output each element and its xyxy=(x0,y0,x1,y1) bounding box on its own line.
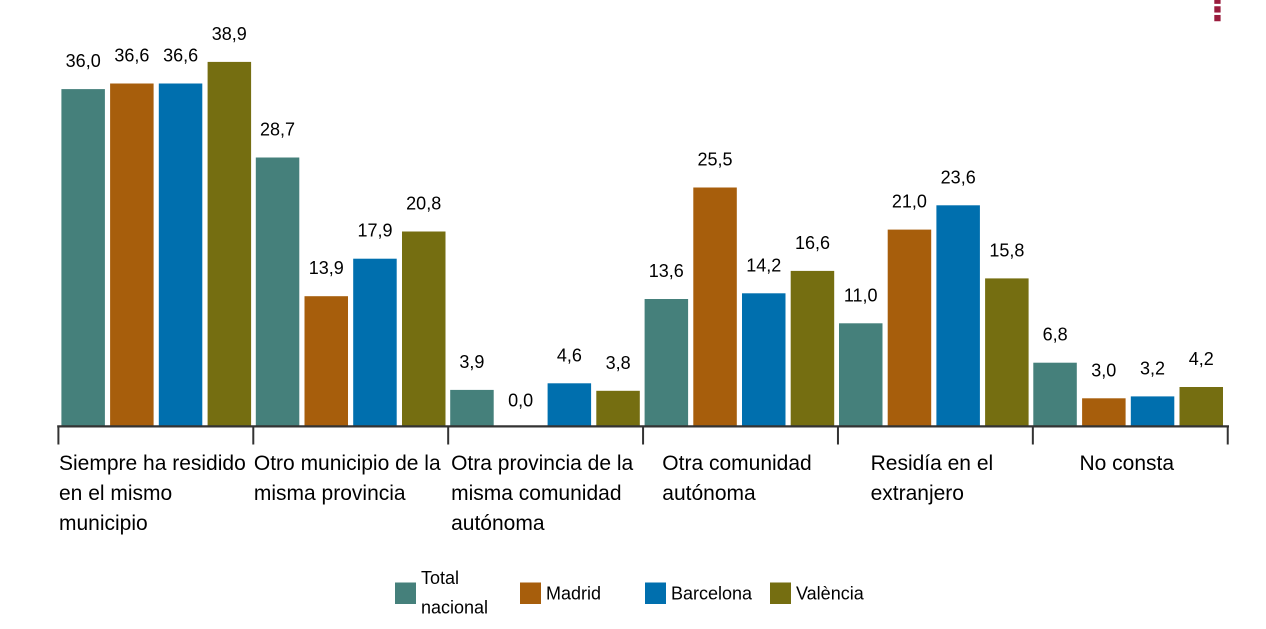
svg-text:Siempre ha residido: Siempre ha residido xyxy=(59,452,246,475)
svg-text:autónoma: autónoma xyxy=(662,482,756,505)
svg-text:25,5: 25,5 xyxy=(697,150,732,170)
svg-text:3,2: 3,2 xyxy=(1140,358,1165,378)
svg-text:3,8: 3,8 xyxy=(606,353,631,373)
svg-text:36,6: 36,6 xyxy=(114,46,149,66)
svg-text:Otra comunidad: Otra comunidad xyxy=(662,452,811,475)
svg-text:23,6: 23,6 xyxy=(941,167,976,187)
svg-text:3,0: 3,0 xyxy=(1091,360,1116,380)
svg-text:13,9: 13,9 xyxy=(309,258,344,278)
svg-text:4,2: 4,2 xyxy=(1189,349,1214,369)
svg-text:municipio: municipio xyxy=(59,512,148,535)
svg-text:misma comunidad: misma comunidad xyxy=(451,482,621,505)
svg-text:17,9: 17,9 xyxy=(357,221,392,241)
svg-text:misma provincia: misma provincia xyxy=(254,482,406,505)
svg-text:14,2: 14,2 xyxy=(746,255,781,275)
svg-text:en el mismo: en el mismo xyxy=(59,482,172,505)
svg-text:0,0: 0,0 xyxy=(508,391,533,411)
svg-text:15,8: 15,8 xyxy=(989,240,1024,260)
svg-text:València: València xyxy=(796,584,865,604)
svg-text:36,6: 36,6 xyxy=(163,46,198,66)
svg-text:3,9: 3,9 xyxy=(459,352,484,372)
svg-text:38,9: 38,9 xyxy=(212,24,247,44)
svg-text:21,0: 21,0 xyxy=(892,192,927,212)
svg-text:6,8: 6,8 xyxy=(1043,325,1068,345)
svg-text:Otro municipio de la: Otro municipio de la xyxy=(254,452,441,475)
svg-text:16,6: 16,6 xyxy=(795,233,830,253)
svg-text:Total: Total xyxy=(421,568,459,588)
svg-text:11,0: 11,0 xyxy=(844,285,878,305)
svg-text:Otra provincia de la: Otra provincia de la xyxy=(451,452,633,475)
svg-text:20,8: 20,8 xyxy=(406,194,441,214)
svg-text:36,0: 36,0 xyxy=(66,51,101,71)
svg-text:Barcelona: Barcelona xyxy=(671,584,753,604)
svg-text:nacional: nacional xyxy=(421,598,488,618)
svg-text:extranjero: extranjero xyxy=(871,482,964,505)
svg-text:28,7: 28,7 xyxy=(260,120,295,140)
svg-text:13,6: 13,6 xyxy=(649,261,684,281)
svg-text:autónoma: autónoma xyxy=(451,512,545,535)
svg-text:Residía en el: Residía en el xyxy=(871,452,994,475)
svg-text:Madrid: Madrid xyxy=(546,584,601,604)
svg-text:4,6: 4,6 xyxy=(557,345,582,365)
svg-text:No consta: No consta xyxy=(1080,452,1175,475)
